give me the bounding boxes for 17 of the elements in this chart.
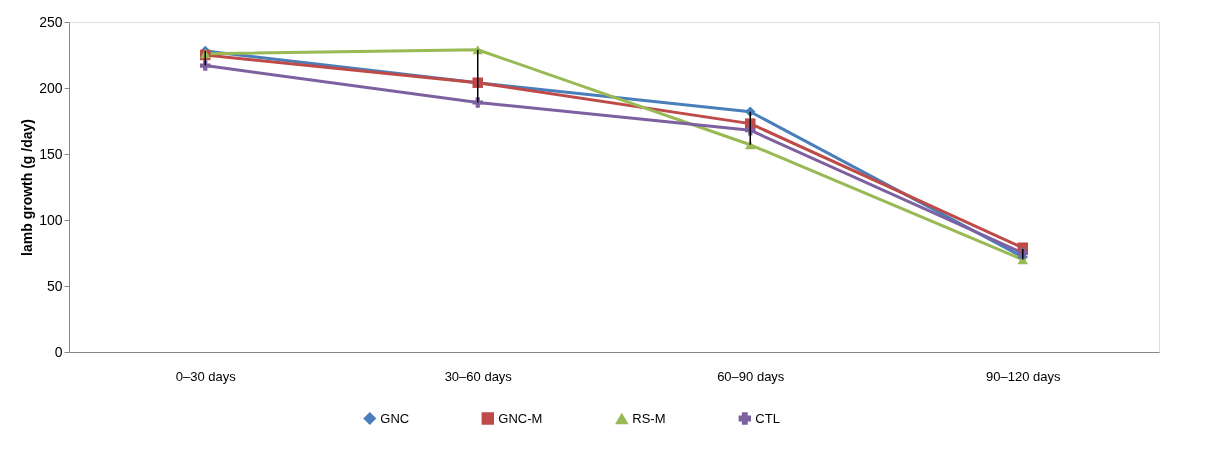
- point: [745, 106, 756, 117]
- x-tick-label: 30–60 days: [444, 368, 513, 384]
- x-tick-label: 0–30 days: [175, 368, 237, 384]
- legend-label: GNC: [380, 410, 410, 426]
- y-tick-label: 50: [46, 277, 63, 294]
- legend-label: CTL: [755, 410, 780, 426]
- y-axis-title: lamb growth (g /day): [19, 119, 36, 256]
- x-tick-label: 60–90 days: [717, 368, 785, 384]
- legend-label: RS-M: [632, 410, 666, 426]
- y-tick-label: 0: [54, 343, 63, 360]
- x-tick-label: 90–120 days: [986, 368, 1061, 384]
- y-tick-label: 150: [39, 145, 63, 162]
- y-tick-label: 250: [39, 13, 63, 30]
- y-tick-label: 200: [39, 79, 63, 96]
- point: [200, 60, 211, 71]
- y-tick-label: 100: [39, 211, 63, 228]
- legend-label: GNC-M: [498, 410, 543, 426]
